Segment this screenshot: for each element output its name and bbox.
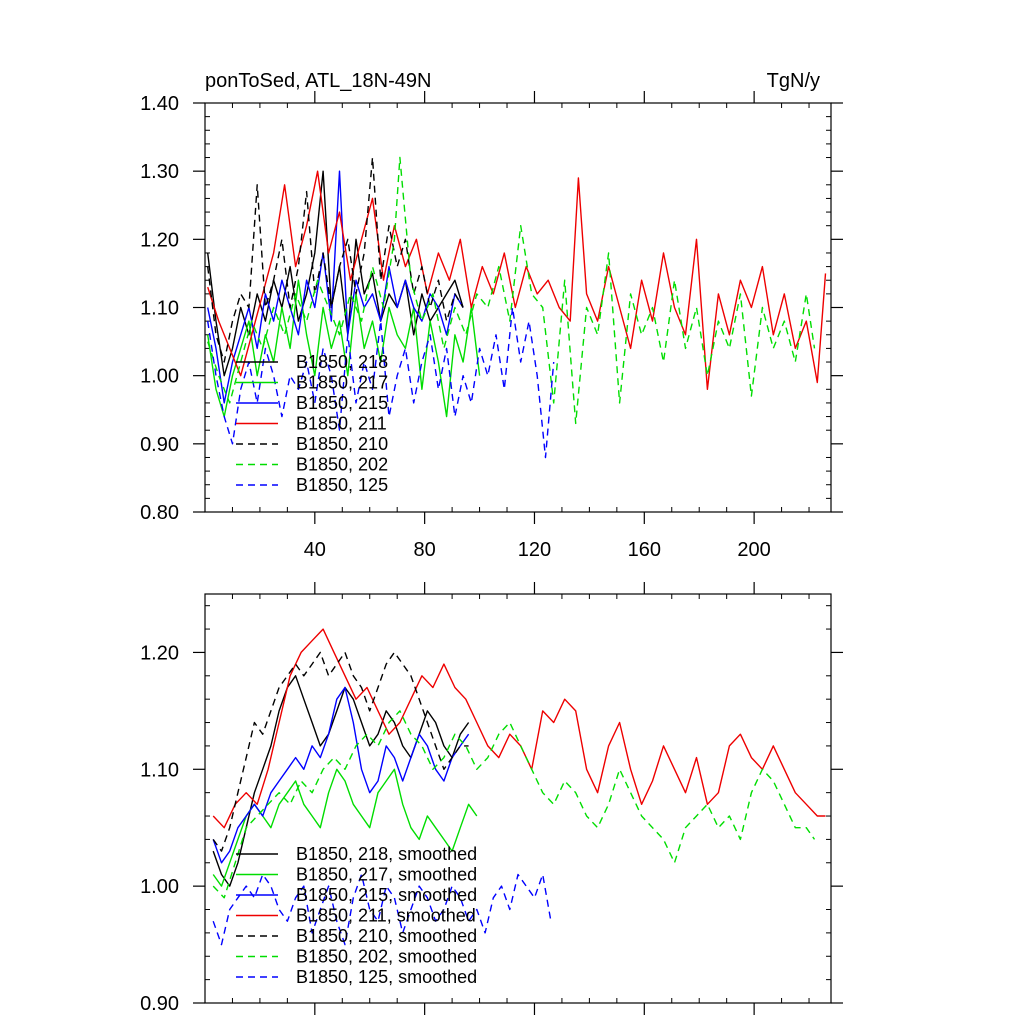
top-legend-label-6: B1850, 202 [296, 455, 388, 475]
top-y-tick-label: 0.80 [140, 502, 179, 524]
top-x-tick-label: 200 [737, 539, 770, 561]
top-y-tick-label: 1.10 [140, 298, 179, 320]
top-series-line-3 [207, 170, 464, 404]
bottom-legend-label-1: B1850, 218, smoothed [296, 844, 477, 864]
top-x-tick-label: 160 [628, 539, 661, 561]
top-plot-frame [204, 102, 832, 513]
bottom-y-tick-label: 1.20 [140, 642, 179, 664]
top-series-line-6 [207, 156, 816, 425]
bottom-legend-label-7: B1850, 125, smoothed [296, 967, 477, 987]
bottom-series-line-7 [212, 873, 552, 946]
top-legend-label-5: B1850, 210 [296, 434, 388, 454]
top-y-tick-label: 1.40 [140, 93, 179, 115]
bottom-y-tick-label: 1.10 [140, 759, 179, 781]
bottom-series-group [212, 628, 826, 946]
top-legend-label-7: B1850, 125 [296, 475, 388, 495]
bottom-panel: 0.901.001.101.20 B1850, 218, smoothedB18… [140, 582, 843, 1015]
bottom-legend-label-3: B1850, 215, smoothed [296, 885, 477, 905]
top-series-line-7 [207, 306, 555, 459]
top-legend-label-1: B1850, 218 [296, 352, 388, 372]
top-series-line-5 [207, 156, 464, 363]
bottom-legend-label-5: B1850, 210, smoothed [296, 926, 477, 946]
bottom-series-line-1 [212, 675, 470, 887]
top-y-tick-label: 1.30 [140, 161, 179, 183]
bottom-y-tick-label: 1.00 [140, 876, 179, 898]
top-x-tick-label: 80 [414, 539, 436, 561]
bottom-legend-label-6: B1850, 202, smoothed [296, 947, 477, 967]
top-panel-unit-label: TgN/y [767, 70, 820, 92]
bottom-plot-frame [204, 593, 832, 1004]
bottom-series-line-3 [212, 686, 470, 864]
bottom-y-tick-label: 0.90 [140, 993, 179, 1015]
top-series-line-4 [207, 170, 827, 390]
bottom-series-line-6 [212, 710, 816, 899]
top-major-ticks: 40 80 120 160 200 0.80 0.90 1.00 1.10 1.20 1.30 1.4… [140, 91, 843, 561]
top-legend-label-3: B1850, 215 [296, 393, 388, 413]
bottom-major-ticks: 0.90 1.00 1.10 1.20 [140, 582, 843, 1015]
bottom-series-line-4 [212, 628, 826, 829]
top-minor-ticks [205, 103, 831, 512]
top-y-tick-label: 1.00 [140, 366, 179, 388]
top-legend-label-2: B1850, 217 [296, 373, 388, 393]
bottom-legend-label-4: B1850, 211, smoothed [296, 906, 476, 926]
top-panel: ponToSed, ATL_18N-49N TgN/y 40 80 120 160 20… [140, 70, 843, 561]
bottom-series-line-5 [212, 651, 469, 852]
top-y-tick-label: 0.90 [140, 434, 179, 456]
top-series-line-1 [207, 170, 464, 377]
top-y-tick-label: 1.20 [140, 229, 179, 251]
bottom-legend-label-2: B1850, 217, smoothed [296, 865, 477, 885]
top-x-tick-label: 40 [304, 539, 326, 561]
top-x-tick-label: 120 [518, 539, 551, 561]
top-series-group [207, 156, 827, 459]
top-legend-label-4: B1850, 211 [296, 414, 387, 434]
top-series-line-2 [207, 279, 481, 418]
bottom-minor-ticks [205, 594, 831, 1003]
top-panel-title: ponToSed, ATL_18N-49N [205, 70, 431, 92]
